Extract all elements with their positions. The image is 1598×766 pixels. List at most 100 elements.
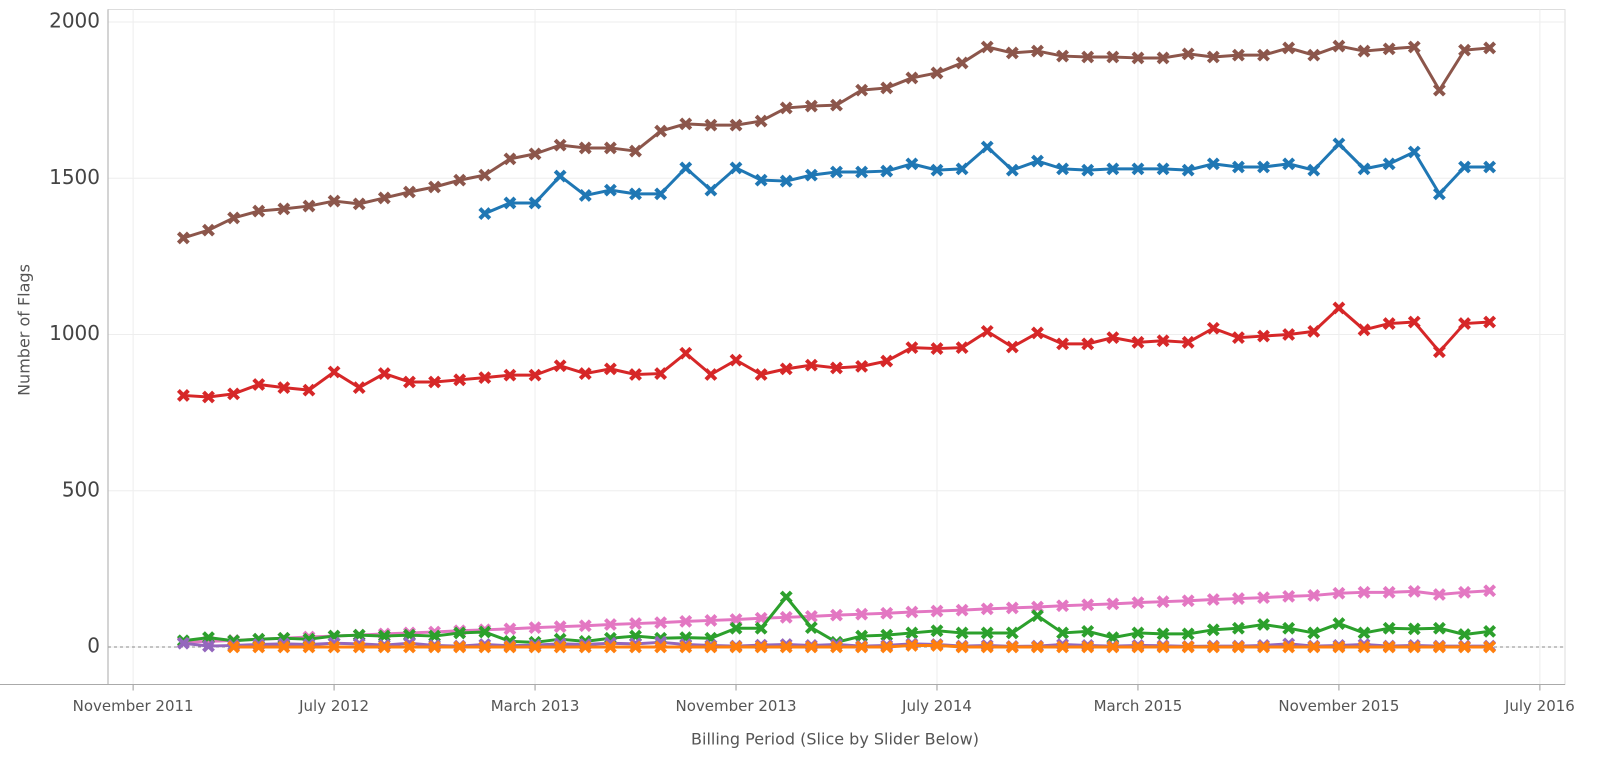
y-tick-label: 1000 bbox=[49, 321, 100, 345]
point-marker bbox=[754, 611, 768, 625]
point-marker bbox=[277, 202, 291, 216]
point-marker bbox=[804, 168, 818, 182]
point-marker bbox=[1232, 160, 1245, 174]
point-marker bbox=[930, 163, 944, 177]
point-marker bbox=[1307, 589, 1321, 602]
point-marker bbox=[503, 640, 517, 654]
point-marker bbox=[1432, 588, 1446, 601]
point-marker bbox=[377, 191, 391, 205]
point-marker bbox=[1282, 41, 1296, 55]
x-tick-label: March 2015 bbox=[1094, 697, 1183, 715]
point-marker bbox=[1106, 162, 1120, 176]
x-axis-label: Billing Period (Slice by Slider Below) bbox=[691, 730, 979, 749]
point-marker bbox=[302, 640, 316, 654]
point-marker bbox=[629, 368, 642, 381]
point-marker bbox=[1432, 621, 1446, 635]
point-marker bbox=[754, 621, 768, 635]
point-marker bbox=[1206, 623, 1220, 637]
point-marker bbox=[1483, 640, 1497, 654]
point-marker bbox=[1181, 335, 1195, 349]
point-marker bbox=[1357, 323, 1371, 337]
point-marker bbox=[202, 390, 215, 404]
point-marker bbox=[955, 56, 969, 70]
point-marker bbox=[704, 614, 718, 627]
point-marker bbox=[804, 99, 818, 113]
point-marker bbox=[804, 640, 818, 654]
point-marker bbox=[252, 640, 266, 654]
point-marker bbox=[855, 607, 869, 621]
point-marker bbox=[528, 368, 542, 382]
point-marker bbox=[553, 640, 567, 654]
point-marker bbox=[1432, 640, 1446, 654]
point-marker bbox=[1056, 162, 1070, 176]
point-marker bbox=[729, 621, 743, 635]
point-marker bbox=[1131, 626, 1145, 640]
point-marker bbox=[352, 381, 366, 395]
point-marker bbox=[654, 187, 668, 201]
point-marker bbox=[930, 624, 944, 638]
point-marker bbox=[1106, 331, 1120, 345]
point-marker bbox=[1206, 593, 1220, 606]
point-marker bbox=[804, 609, 818, 623]
point-marker bbox=[1307, 324, 1321, 338]
point-marker bbox=[654, 367, 668, 380]
point-marker bbox=[1432, 187, 1446, 201]
point-marker bbox=[980, 640, 994, 654]
point-marker bbox=[779, 362, 793, 376]
point-marker bbox=[553, 620, 567, 634]
point-marker bbox=[403, 640, 416, 654]
point-marker bbox=[1332, 137, 1346, 151]
point-marker bbox=[729, 353, 743, 367]
point-marker bbox=[1257, 618, 1270, 631]
point-marker bbox=[1357, 585, 1371, 599]
point-marker bbox=[202, 223, 215, 237]
point-marker bbox=[980, 324, 994, 338]
y-tick-label: 1500 bbox=[49, 165, 100, 189]
x-tick-label: July 2014 bbox=[901, 697, 972, 715]
y-axis-label: Number of Flags bbox=[15, 264, 34, 396]
point-marker bbox=[1056, 337, 1070, 351]
point-marker bbox=[277, 640, 291, 654]
point-marker bbox=[704, 368, 718, 381]
point-marker bbox=[403, 375, 416, 389]
point-marker bbox=[654, 616, 668, 630]
point-marker bbox=[578, 640, 592, 654]
point-marker bbox=[603, 362, 617, 376]
point-marker bbox=[1232, 592, 1245, 605]
point-marker bbox=[1407, 584, 1421, 598]
point-marker bbox=[779, 590, 793, 604]
point-marker bbox=[603, 640, 617, 654]
point-marker bbox=[377, 367, 391, 380]
point-marker bbox=[1156, 51, 1170, 65]
x-tick-label: November 2011 bbox=[73, 697, 194, 715]
point-marker bbox=[202, 639, 215, 653]
point-marker bbox=[403, 185, 416, 199]
point-marker bbox=[905, 157, 919, 171]
point-marker bbox=[1206, 157, 1220, 171]
point-marker bbox=[478, 371, 492, 385]
point-marker bbox=[1357, 640, 1371, 654]
point-marker bbox=[1483, 160, 1497, 174]
point-marker bbox=[754, 173, 768, 187]
point-marker bbox=[252, 204, 266, 218]
point-marker bbox=[955, 640, 969, 654]
point-marker bbox=[1483, 584, 1497, 598]
point-marker bbox=[327, 365, 341, 379]
point-marker bbox=[578, 189, 592, 202]
point-marker bbox=[830, 98, 843, 112]
point-marker bbox=[1332, 39, 1346, 53]
point-marker bbox=[1131, 335, 1145, 349]
point-marker bbox=[980, 140, 994, 154]
point-marker bbox=[1282, 157, 1296, 171]
point-marker bbox=[1357, 44, 1371, 58]
y-tick-label: 500 bbox=[62, 477, 100, 501]
point-marker bbox=[1206, 321, 1220, 335]
point-marker bbox=[252, 378, 266, 391]
point-marker bbox=[729, 118, 743, 132]
point-marker bbox=[704, 183, 718, 197]
point-marker bbox=[1458, 628, 1471, 641]
point-marker bbox=[1005, 601, 1019, 615]
point-marker bbox=[830, 608, 843, 622]
point-marker bbox=[930, 639, 944, 652]
